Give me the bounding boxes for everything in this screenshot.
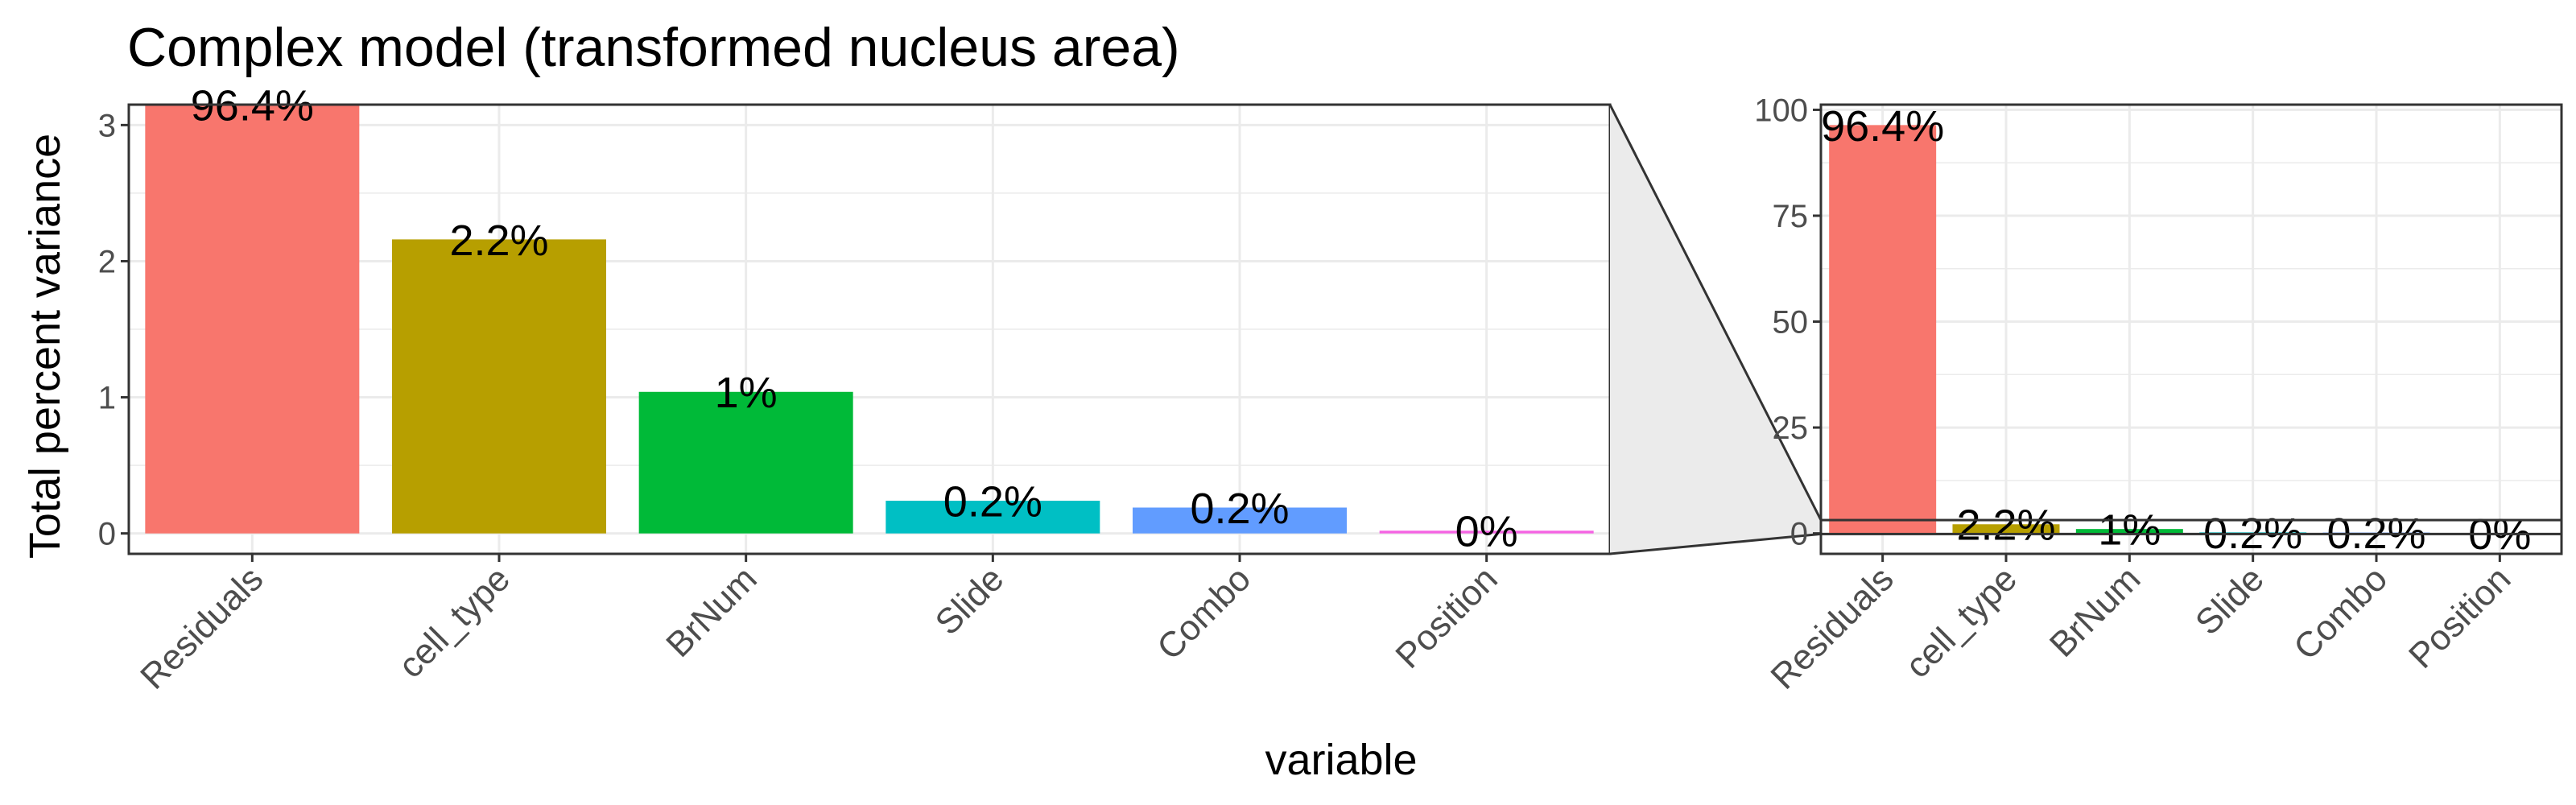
data-label: 0.2%	[1190, 485, 1289, 533]
data-label: 2.2%	[1956, 502, 2055, 550]
x-tick-label: BrNum	[658, 559, 764, 664]
grid-lines	[129, 105, 1610, 554]
zoom-connector-bottom	[1609, 532, 1822, 555]
data-label: 1%	[715, 369, 778, 417]
x-tick-label: Slide	[2188, 559, 2272, 642]
x-tick-label: Combo	[2286, 559, 2395, 667]
x-tick-label: BrNum	[2042, 559, 2148, 664]
bar-residuals	[1829, 125, 1937, 534]
x-tick-label: Residuals	[133, 559, 270, 696]
bar-residuals	[145, 105, 360, 534]
bar-position	[1379, 530, 1594, 534]
x-tick-label: cell_type	[1898, 559, 2025, 685]
zoom-connector-top	[1608, 104, 1823, 521]
bar-combo	[1133, 507, 1347, 534]
x-tick-label: Position	[2401, 559, 2518, 675]
y-tick-label: 0	[1790, 517, 1808, 552]
bar-slide	[886, 501, 1100, 534]
zoom-connector	[1608, 104, 1823, 555]
x-tick-label: Combo	[1150, 559, 1258, 667]
bars	[1829, 125, 2553, 535]
y-tick-label: 50	[1773, 305, 1809, 341]
y-axis: 0 1 2 3	[98, 108, 129, 552]
y-tick-label: 75	[1773, 199, 1809, 234]
y-tick-label: 3	[98, 108, 116, 143]
x-tick-label: cell_type	[391, 559, 518, 685]
zoom-window	[1819, 518, 2563, 535]
y-tick-label: 0	[98, 517, 116, 552]
x-tick-label: Residuals	[1763, 559, 1901, 696]
y-tick-label: 25	[1773, 411, 1809, 446]
y-tick-label: 100	[1754, 93, 1808, 128]
data-label: 1%	[2098, 506, 2161, 555]
x-tick-label: Slide	[928, 559, 1012, 642]
y-axis: 0 25 50 75 100	[1754, 93, 1821, 552]
data-label: 0.2%	[943, 477, 1042, 526]
full-panel: 96.4%2.2% 1% 0.2% 0.2% 0%0255075100Residuals…	[1754, 93, 2563, 697]
y-tick-label: 2	[98, 244, 116, 279]
data-label: 96.4%	[1821, 102, 1944, 151]
data-labels: 96.4%2.2%1%0.2%0.2%0%	[191, 81, 1518, 555]
bar-brnum	[638, 391, 853, 534]
data-label: 0%	[1455, 508, 1518, 556]
x-tick-label: Position	[1388, 559, 1505, 675]
bar-brnum	[2075, 529, 2183, 534]
bar-cell-type	[392, 239, 606, 534]
bars	[145, 105, 1594, 534]
zoom-connector-fill	[1610, 105, 1821, 554]
y-tick-label: 1	[98, 381, 116, 416]
bar-cell-type	[1952, 524, 2060, 534]
x-axis-title: variable	[1265, 736, 1417, 784]
y-axis-title: Total percent variance	[21, 134, 69, 559]
data-label: 2.2%	[449, 217, 548, 265]
x-axis: Residuals cell_type BrNum Slide Combo Positio…	[133, 554, 1505, 697]
chart-title: Complex model (transformed nucleus area)	[127, 17, 1180, 78]
panel-border	[1819, 103, 2563, 555]
